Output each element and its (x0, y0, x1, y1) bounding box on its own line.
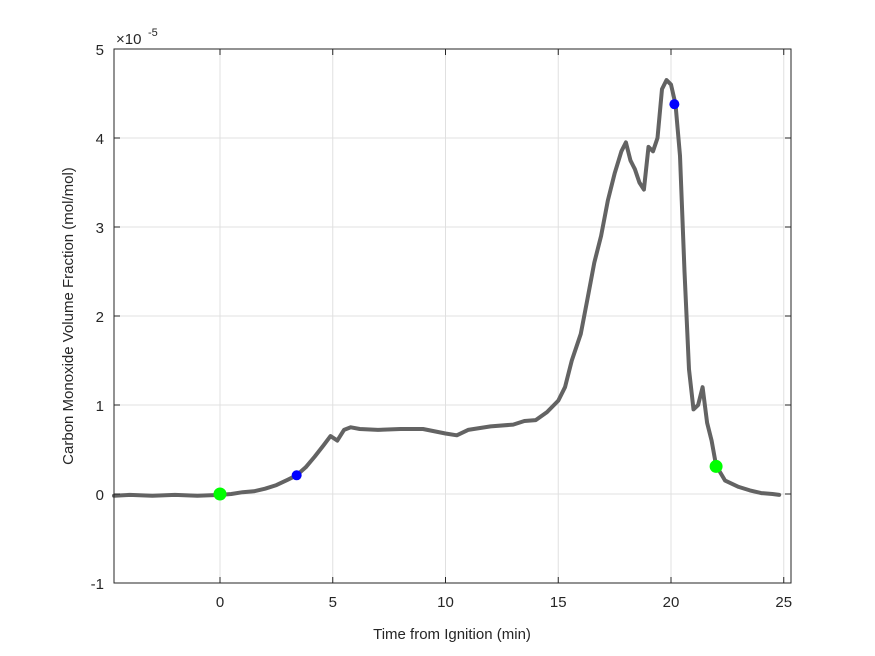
marker-peak-blue (669, 99, 680, 110)
x-tick-label: 5 (329, 594, 337, 611)
data-series (112, 78, 782, 498)
y-tick-label: 1 (96, 398, 104, 415)
marker-rise-blue (291, 470, 302, 481)
y-tick-label: 3 (96, 220, 104, 237)
y-exponent-power: -5 (148, 27, 158, 39)
marker-start-green (213, 487, 227, 501)
x-tick-labels: 0 5 10 15 20 25 (216, 594, 792, 611)
grid-lines (114, 49, 791, 583)
data-markers (213, 99, 723, 501)
co-series-line (112, 78, 782, 498)
x-tick-label: 20 (663, 594, 680, 611)
x-tick-label: 25 (775, 594, 792, 611)
y-tick-label: 0 (96, 487, 104, 504)
marker-end-green (709, 459, 723, 473)
x-tick-label: 0 (216, 594, 224, 611)
axis-ticks (114, 48, 791, 584)
y-exponent-label: ×10 -5 (116, 27, 158, 48)
x-axis-label: Time from Ignition (min) (373, 626, 531, 643)
x-tick-label: 10 (437, 594, 454, 611)
y-tick-label: 5 (96, 42, 104, 59)
y-tick-label: -1 (91, 576, 104, 593)
y-tick-labels: -1 0 1 2 3 4 5 (91, 42, 104, 593)
y-axis-label: Carbon Monoxide Volume Fraction (mol/mol… (60, 167, 77, 465)
y-exponent-base: ×10 (116, 31, 141, 48)
y-tick-label: 2 (96, 309, 104, 326)
y-tick-label: 4 (96, 131, 104, 148)
x-tick-label: 15 (550, 594, 567, 611)
